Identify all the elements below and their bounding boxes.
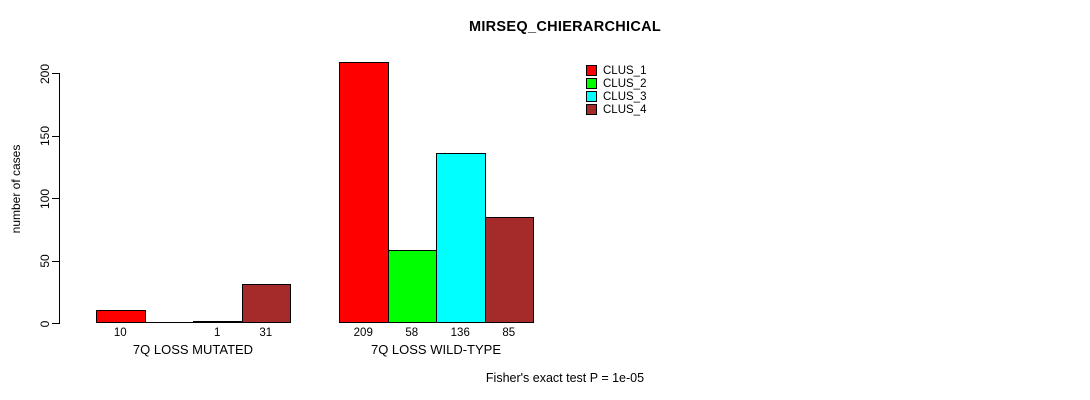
- y-axis-title: number of cases: [9, 144, 23, 234]
- legend-swatch-icon: [586, 65, 597, 76]
- y-tick-mark: [52, 73, 59, 74]
- y-tick-mark: [52, 260, 59, 262]
- x-axis-group-label: 7Q LOSS MUTATED: [132, 342, 254, 357]
- legend-item-clus_2: CLUS_2: [586, 77, 646, 90]
- bar-clus_1-group1: [96, 310, 146, 323]
- bar-value-label: 31: [259, 327, 273, 339]
- bar-value-label: 58: [405, 327, 419, 339]
- legend-item-clus_4: CLUS_4: [586, 103, 646, 116]
- y-tick-label: 0: [38, 320, 52, 327]
- y-tick-mark: [52, 135, 59, 137]
- bar-clus_1-group2: [339, 62, 389, 323]
- y-tick-label: 50: [38, 254, 52, 268]
- legend-label: CLUS_1: [603, 64, 647, 77]
- fisher-test-annotation: Fisher's exact test P = 1e-05: [485, 371, 645, 385]
- legend-item-clus_1: CLUS_1: [586, 64, 646, 77]
- chart-title: MIRSEQ_CHIERARCHICAL: [468, 19, 662, 35]
- bar-clus_2-group2: [387, 250, 437, 323]
- y-axis-line: [59, 73, 60, 324]
- bar-value-label: 136: [450, 327, 470, 339]
- legend-swatch-icon: [586, 104, 597, 115]
- y-tick-label: 150: [38, 125, 52, 147]
- y-tick-label: 100: [38, 188, 52, 209]
- bar-value-label: 1: [214, 327, 221, 339]
- legend-label: CLUS_3: [603, 90, 647, 103]
- bar-clus_4-group2: [484, 217, 534, 323]
- legend: CLUS_1 CLUS_2 CLUS_3 CLUS_4: [586, 64, 646, 116]
- y-tick-mark: [52, 323, 59, 324]
- legend-swatch-icon: [586, 91, 597, 102]
- bar-value-label: 85: [502, 327, 516, 339]
- bar-clus_4-group1: [241, 284, 291, 323]
- legend-label: CLUS_2: [603, 77, 647, 90]
- bar-clus_3-group2: [436, 153, 486, 323]
- x-axis-group-label: 7Q LOSS WILD-TYPE: [370, 342, 502, 357]
- bar-value-label: 10: [113, 327, 127, 339]
- legend-swatch-icon: [586, 78, 597, 89]
- legend-label: CLUS_4: [603, 103, 647, 116]
- y-tick-mark: [52, 198, 59, 199]
- bar-clus_2-group1: [144, 322, 194, 323]
- y-tick-label: 200: [38, 63, 52, 84]
- legend-item-clus_3: CLUS_3: [586, 90, 646, 103]
- bar-value-label: 209: [353, 327, 373, 339]
- bar-clus_3-group1: [193, 321, 243, 323]
